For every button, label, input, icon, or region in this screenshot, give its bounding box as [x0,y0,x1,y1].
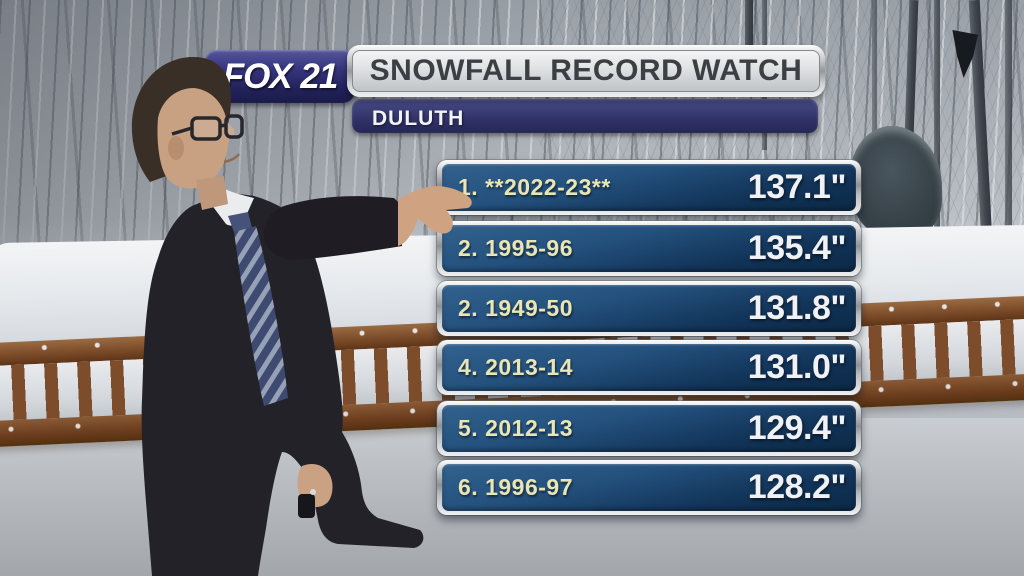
neck [196,176,228,210]
location-label: DULUTH [372,107,465,130]
record-row: 2. 1949-50 131.8" [437,281,861,336]
record-value: 137.1" [747,168,847,206]
glasses [171,114,244,141]
suit-arm [263,196,402,260]
title-banner: SNOWFALL RECORD WATCH [347,45,825,97]
location-bar: DULUTH [352,99,818,133]
tree-trunk [934,0,940,245]
record-value: 131.0" [747,348,847,386]
record-row: 2. 1995-96 135.4" [437,221,861,276]
record-value: 129.4" [747,409,847,447]
record-value: 128.2" [747,468,847,506]
record-value: 131.8" [747,289,847,327]
tree-trunk [1005,0,1012,230]
pointing-hand [398,186,472,246]
ear [168,136,184,160]
record-season: 1. **2022-23** [458,174,611,200]
mouth [223,153,240,164]
evergreen-tree [850,126,942,238]
record-season: 2. 1949-50 [458,295,573,321]
tree-trunk [872,0,877,200]
record-season: 4. 2013-14 [458,354,573,380]
fox21-logo-text: FOX 21 [222,56,339,96]
record-row: 1. **2022-23** 137.1" [437,160,861,215]
tie [234,226,288,406]
record-row: 6. 1996-97 128.2" [437,460,861,515]
record-season: 2. 1995-96 [458,235,573,261]
page-title: SNOWFALL RECORD WATCH [369,54,803,87]
weatherman [131,56,472,518]
record-row: 4. 2013-14 131.0" [437,340,861,395]
record-row: 5. 2012-13 129.4" [437,401,861,456]
record-value: 135.4" [747,229,847,267]
record-season: 5. 2012-13 [458,415,573,441]
record-season: 6. 1996-97 [458,474,573,500]
remote-clicker [298,494,315,518]
ring [310,489,316,495]
tie-knot [228,212,252,232]
